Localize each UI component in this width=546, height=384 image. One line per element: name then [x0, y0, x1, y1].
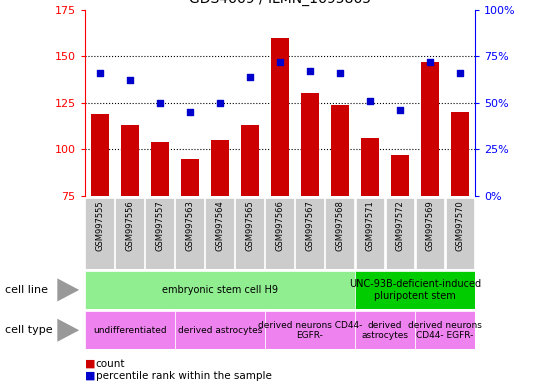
Polygon shape — [57, 319, 79, 342]
Point — [95, 70, 104, 76]
Text: GSM997567: GSM997567 — [305, 200, 314, 251]
Bar — [85, 271, 355, 309]
Bar — [416, 198, 444, 269]
Bar — [415, 311, 475, 349]
Text: cell line: cell line — [5, 285, 49, 295]
Point — [246, 74, 254, 80]
Bar — [181, 159, 199, 196]
Text: derived astrocytes: derived astrocytes — [177, 326, 262, 335]
Bar — [241, 125, 259, 196]
Bar — [385, 198, 414, 269]
Bar — [235, 198, 264, 269]
Text: UNC-93B-deficient-induced
pluripotent stem: UNC-93B-deficient-induced pluripotent st… — [349, 279, 481, 301]
Text: GSM997556: GSM997556 — [125, 200, 134, 251]
Text: percentile rank within the sample: percentile rank within the sample — [96, 371, 271, 381]
Point — [215, 100, 224, 106]
Text: undifferentiated: undifferentiated — [93, 326, 167, 335]
Bar — [91, 114, 109, 196]
Point — [186, 109, 194, 115]
Point — [306, 68, 314, 74]
Bar — [85, 198, 114, 269]
Bar — [265, 311, 355, 349]
Text: ■: ■ — [85, 371, 95, 381]
Text: ■: ■ — [85, 359, 95, 369]
Bar — [85, 311, 175, 349]
Bar — [331, 104, 349, 196]
Bar — [205, 198, 234, 269]
Bar — [451, 112, 469, 196]
Point — [365, 98, 374, 104]
Bar — [175, 311, 265, 349]
Bar — [391, 155, 409, 196]
Bar — [325, 198, 354, 269]
Point — [335, 70, 344, 76]
Bar — [271, 38, 289, 196]
Text: GSM997557: GSM997557 — [155, 200, 164, 251]
Text: GSM997566: GSM997566 — [275, 200, 284, 251]
Text: embryonic stem cell H9: embryonic stem cell H9 — [162, 285, 278, 295]
Text: GSM997568: GSM997568 — [335, 200, 345, 251]
Bar — [355, 271, 475, 309]
Bar — [446, 198, 474, 269]
Bar — [265, 198, 294, 269]
Polygon shape — [57, 278, 79, 301]
Title: GDS4669 / ILMN_1695865: GDS4669 / ILMN_1695865 — [189, 0, 371, 6]
Bar — [175, 198, 204, 269]
Bar — [211, 140, 229, 196]
Point — [126, 77, 134, 83]
Text: GSM997564: GSM997564 — [215, 200, 224, 251]
Text: derived neurons
CD44- EGFR-: derived neurons CD44- EGFR- — [408, 321, 482, 340]
Bar — [121, 125, 139, 196]
Text: GSM997555: GSM997555 — [95, 200, 104, 250]
Bar — [295, 198, 324, 269]
Bar — [301, 93, 319, 196]
Text: GSM997571: GSM997571 — [365, 200, 375, 251]
Bar — [355, 311, 415, 349]
Text: derived neurons CD44-
EGFR-: derived neurons CD44- EGFR- — [258, 321, 362, 340]
Text: GSM997570: GSM997570 — [455, 200, 465, 251]
Bar — [115, 198, 144, 269]
Point — [155, 100, 164, 106]
Text: cell type: cell type — [5, 325, 53, 335]
Bar — [421, 62, 439, 196]
Point — [455, 70, 464, 76]
Bar — [145, 198, 174, 269]
Point — [426, 59, 435, 65]
Text: count: count — [96, 359, 125, 369]
Text: GSM997565: GSM997565 — [245, 200, 254, 251]
Bar — [355, 198, 384, 269]
Point — [275, 59, 284, 65]
Text: GSM997563: GSM997563 — [185, 200, 194, 251]
Text: derived
astrocytes: derived astrocytes — [361, 321, 408, 340]
Bar — [361, 138, 379, 196]
Text: GSM997569: GSM997569 — [425, 200, 435, 251]
Point — [395, 107, 404, 113]
Text: GSM997572: GSM997572 — [395, 200, 405, 251]
Bar — [151, 142, 169, 196]
